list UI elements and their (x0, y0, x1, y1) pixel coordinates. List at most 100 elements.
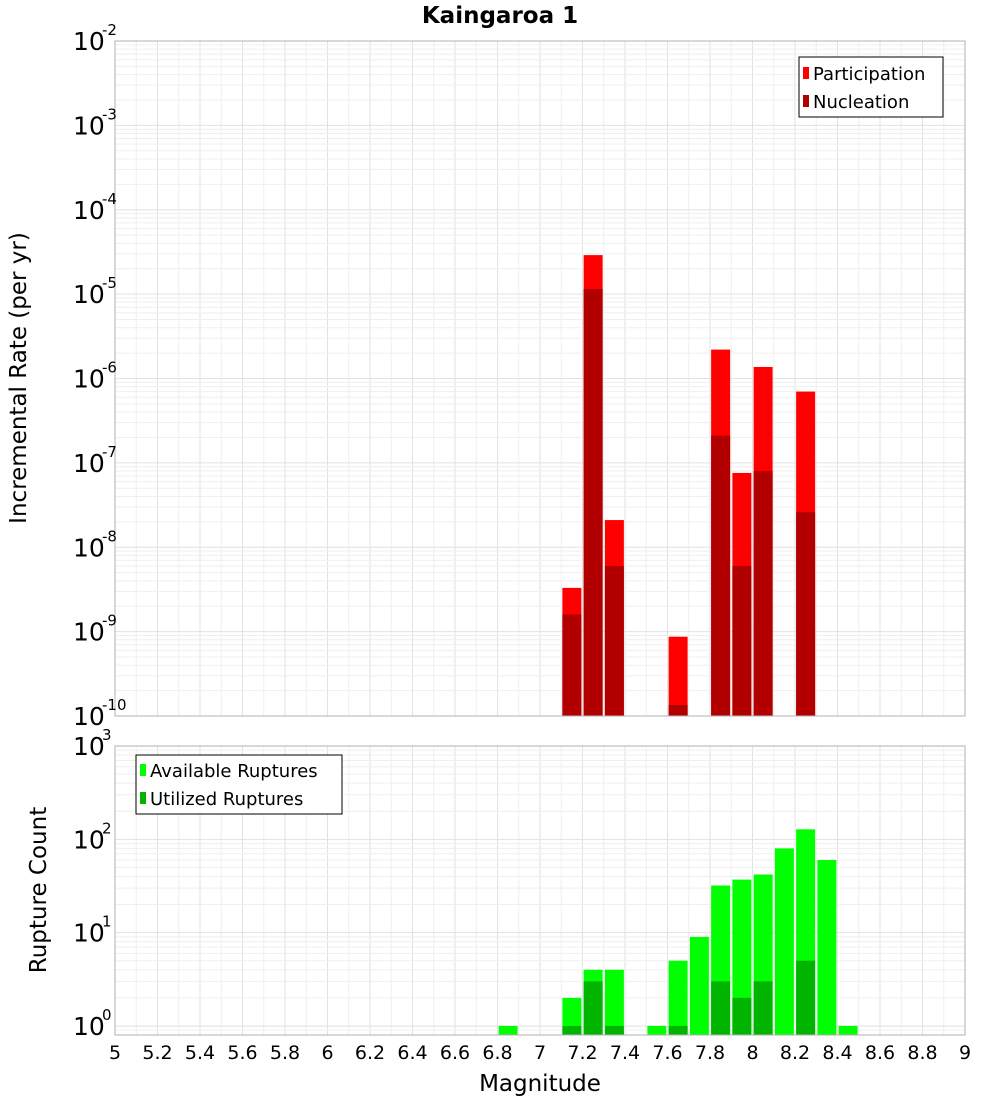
x-tick-label: 7.6 (652, 1042, 682, 1064)
chart-title: Kaingaroa 1 (422, 3, 578, 29)
legend-label-utilized: Utilized Ruptures (150, 789, 303, 810)
legend-swatch-available (140, 764, 146, 776)
utilized-ruptures-bar (711, 981, 731, 1035)
legend-swatch-participation (803, 67, 809, 79)
top-plot-border (114, 40, 966, 717)
x-tick-label: 6.8 (482, 1042, 512, 1064)
available-ruptures-bar (498, 1025, 518, 1035)
top-legend: Participation Nucleation (798, 56, 944, 118)
bottom-plot-border (114, 745, 966, 1036)
utilized-ruptures-bar (796, 960, 816, 1035)
x-tick-label: 8.8 (907, 1042, 937, 1064)
y-tick-exponent: -10 (102, 696, 127, 714)
legend-label-nucleation: Nucleation (813, 92, 909, 113)
y-tick-exponent: -7 (102, 443, 117, 461)
available-ruptures-bar (647, 1025, 667, 1035)
available-ruptures-bar (604, 969, 624, 1035)
nucleation-bar (604, 565, 624, 716)
legend-label-participation: Participation (813, 64, 925, 85)
y-tick-exponent: 2 (102, 819, 112, 837)
top-y-axis-label: Incremental Rate (per yr) (6, 232, 32, 524)
x-tick-label: 7.2 (567, 1042, 597, 1064)
y-tick-label: 10 (73, 196, 105, 225)
x-tick-label: 6.2 (355, 1042, 385, 1064)
y-tick-exponent: 0 (102, 1006, 112, 1024)
y-tick-label: 10 (73, 618, 105, 647)
nucleation-bar (562, 614, 582, 716)
utilized-ruptures-bar (753, 981, 773, 1035)
nucleation-bar (668, 705, 688, 716)
x-axis-label: Magnitude (479, 1071, 601, 1097)
top-grid (114, 40, 966, 717)
x-tick-label: 8.2 (780, 1042, 810, 1064)
participation-bar (668, 636, 688, 716)
utilized-ruptures-bar (668, 1025, 688, 1035)
utilized-ruptures-bar (562, 1025, 582, 1035)
y-tick-exponent: -9 (102, 612, 117, 630)
nucleation-bar (711, 435, 731, 716)
y-tick-exponent: -2 (102, 21, 117, 39)
x-tick-label: 7.4 (610, 1042, 640, 1064)
available-ruptures-bar (668, 960, 688, 1035)
y-tick-exponent: 1 (102, 913, 112, 931)
bottom-bars (498, 829, 858, 1035)
y-tick-exponent: -4 (102, 190, 117, 208)
available-ruptures-bar (732, 879, 752, 1035)
bottom-legend-box (135, 754, 343, 815)
y-tick-exponent: -6 (102, 359, 117, 377)
available-ruptures-bar (774, 848, 794, 1035)
x-tick-label: 5.4 (185, 1042, 215, 1064)
y-tick-label: 10 (73, 280, 105, 309)
x-tick-label: 8.4 (822, 1042, 852, 1064)
legend-swatch-utilized (140, 792, 146, 804)
y-tick-label: 10 (73, 111, 105, 140)
x-ticks: 5 5.2 5.4 5.6 5.8 6 6.2 6.4 6.6 6.8 7 7.2 7.4 7.6 7.8 8… (109, 1042, 971, 1064)
y-tick-exponent: 3 (102, 726, 112, 744)
bottom-grid (114, 745, 966, 1036)
x-tick-label: 9 (959, 1042, 971, 1064)
y-tick-label: 10 (73, 825, 105, 854)
y-tick-exponent: -3 (102, 105, 117, 123)
y-tick-exponent: -5 (102, 274, 117, 292)
nucleation-bar (732, 565, 752, 716)
y-tick-label: 10 (73, 533, 105, 562)
top-legend-box (798, 56, 944, 118)
x-tick-label: 6.6 (440, 1042, 470, 1064)
top-bars (562, 255, 816, 716)
utilized-ruptures-bar (583, 981, 603, 1035)
x-tick-label: 8 (746, 1042, 758, 1064)
y-tick-label: 10 (73, 702, 105, 731)
available-ruptures-bar (689, 936, 709, 1035)
nucleation-bar (753, 471, 773, 716)
y-tick-label: 10 (73, 365, 105, 394)
x-tick-label: 7.8 (695, 1042, 725, 1064)
bottom-y-axis-label: Rupture Count (26, 807, 52, 973)
nucleation-bar (583, 289, 603, 716)
x-tick-label: 6 (321, 1042, 333, 1064)
y-tick-label: 10 (73, 449, 105, 478)
available-ruptures-bar (817, 860, 837, 1035)
legend-swatch-nucleation (803, 95, 809, 107)
x-tick-label: 5.6 (227, 1042, 257, 1064)
x-tick-label: 6.4 (397, 1042, 427, 1064)
x-tick-label: 8.6 (865, 1042, 895, 1064)
y-tick-exponent: -8 (102, 527, 117, 545)
available-ruptures-bar (838, 1025, 858, 1035)
x-tick-label: 5.8 (270, 1042, 300, 1064)
y-tick-label: 10 (73, 1012, 105, 1041)
bottom-legend: Available Ruptures Utilized Ruptures (135, 754, 343, 815)
y-tick-label: 10 (73, 732, 105, 761)
x-tick-label: 5 (109, 1042, 121, 1064)
x-tick-label: 5.2 (142, 1042, 172, 1064)
x-tick-label: 7 (534, 1042, 546, 1064)
available-ruptures-bar (562, 997, 582, 1035)
utilized-ruptures-bar (732, 997, 752, 1035)
legend-label-available: Available Ruptures (150, 761, 318, 782)
y-tick-label: 10 (73, 919, 105, 948)
y-tick-label: 10 (73, 27, 105, 56)
utilized-ruptures-bar (604, 1025, 624, 1035)
